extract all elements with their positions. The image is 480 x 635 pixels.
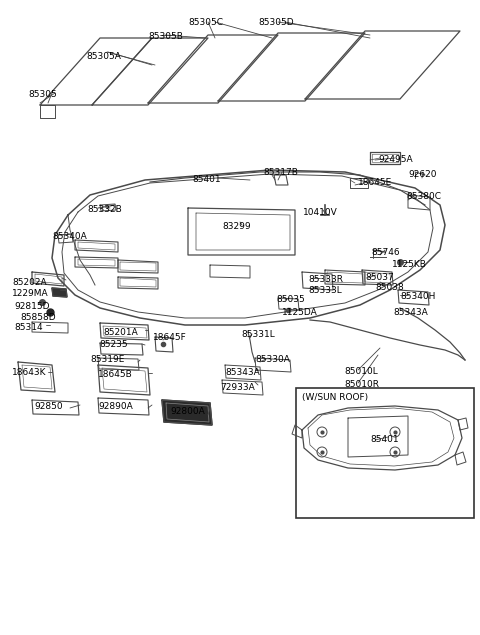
Text: 92495A: 92495A: [378, 155, 413, 164]
Text: 85401: 85401: [370, 435, 398, 444]
Text: 85010L: 85010L: [344, 367, 378, 376]
Text: 85343A: 85343A: [225, 368, 260, 377]
Text: 85331L: 85331L: [241, 330, 275, 339]
Polygon shape: [52, 288, 67, 297]
Text: 85035: 85035: [276, 295, 305, 304]
Text: 1125DA: 1125DA: [282, 308, 318, 317]
Text: 85305A: 85305A: [86, 52, 121, 61]
Text: 18643K: 18643K: [12, 368, 47, 377]
Text: 1229MA: 1229MA: [12, 289, 48, 298]
Text: 85305B: 85305B: [148, 32, 183, 41]
Text: 85010R: 85010R: [344, 380, 379, 389]
Text: 85201A: 85201A: [103, 328, 138, 337]
Text: 10410V: 10410V: [303, 208, 338, 217]
Text: 85858D: 85858D: [20, 313, 56, 322]
Text: 85305C: 85305C: [188, 18, 223, 27]
Text: 92815D: 92815D: [14, 302, 49, 311]
Text: 1125KB: 1125KB: [392, 260, 427, 269]
Text: 92890A: 92890A: [98, 402, 133, 411]
Text: 18645F: 18645F: [153, 333, 187, 342]
Text: 72933A: 72933A: [220, 383, 255, 392]
Text: 85305D: 85305D: [258, 18, 294, 27]
Text: 85746: 85746: [371, 248, 400, 257]
Text: 85038: 85038: [375, 283, 404, 292]
Text: 85235: 85235: [99, 340, 128, 349]
Text: 85333L: 85333L: [308, 286, 342, 295]
Text: 85340H: 85340H: [400, 292, 435, 301]
Polygon shape: [162, 400, 212, 425]
Text: 85319E: 85319E: [90, 355, 124, 364]
Text: 18645B: 18645B: [98, 370, 133, 379]
Text: 85332B: 85332B: [87, 205, 122, 214]
Text: 85317B: 85317B: [263, 168, 298, 177]
Text: 85305: 85305: [28, 90, 57, 99]
Text: 92620: 92620: [408, 170, 436, 179]
Text: 85380C: 85380C: [406, 192, 441, 201]
Text: 85401: 85401: [192, 175, 221, 184]
Text: 18645E: 18645E: [358, 178, 392, 187]
Text: 85333R: 85333R: [308, 275, 343, 284]
Text: 85314: 85314: [14, 323, 43, 332]
Text: 92800A: 92800A: [170, 407, 205, 416]
Text: 85340A: 85340A: [52, 232, 87, 241]
Text: 92850: 92850: [34, 402, 62, 411]
Text: 85037: 85037: [365, 273, 394, 282]
Text: 85330A: 85330A: [255, 355, 290, 364]
Bar: [296, 388, 474, 518]
Text: (W/SUN ROOF): (W/SUN ROOF): [302, 393, 368, 402]
Text: 85343A: 85343A: [393, 308, 428, 317]
Text: 83299: 83299: [222, 222, 251, 231]
Text: 85202A: 85202A: [12, 278, 47, 287]
